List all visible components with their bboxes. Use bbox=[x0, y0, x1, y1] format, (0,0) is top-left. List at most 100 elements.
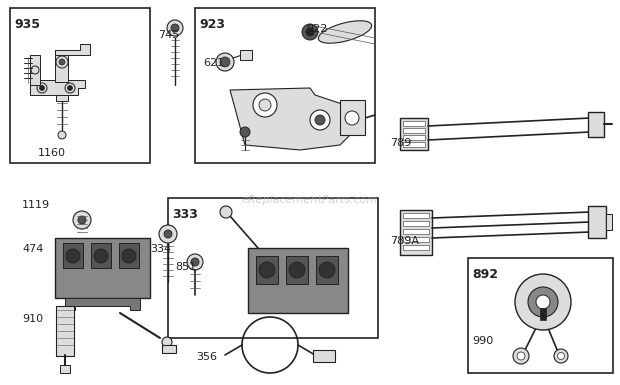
Circle shape bbox=[220, 206, 232, 218]
Bar bbox=[162, 345, 176, 353]
Circle shape bbox=[216, 53, 234, 71]
Text: 910: 910 bbox=[22, 314, 43, 324]
Circle shape bbox=[259, 99, 271, 111]
Circle shape bbox=[240, 127, 250, 137]
Bar bbox=[588, 206, 606, 238]
Circle shape bbox=[78, 216, 86, 224]
Circle shape bbox=[345, 111, 359, 125]
Circle shape bbox=[259, 262, 275, 278]
Circle shape bbox=[122, 249, 136, 263]
Bar bbox=[286, 256, 308, 284]
Polygon shape bbox=[230, 88, 360, 150]
Circle shape bbox=[315, 115, 325, 125]
Polygon shape bbox=[55, 44, 90, 55]
Circle shape bbox=[65, 83, 75, 93]
Bar bbox=[468, 258, 613, 373]
Text: 935: 935 bbox=[14, 18, 40, 31]
Bar bbox=[400, 210, 432, 255]
Circle shape bbox=[187, 254, 203, 270]
Polygon shape bbox=[65, 298, 140, 310]
Circle shape bbox=[289, 262, 305, 278]
Circle shape bbox=[302, 24, 318, 40]
Circle shape bbox=[164, 230, 172, 238]
Bar bbox=[256, 256, 278, 284]
Ellipse shape bbox=[318, 21, 371, 43]
Bar bbox=[403, 128, 425, 133]
Polygon shape bbox=[30, 55, 40, 85]
Text: 789A: 789A bbox=[390, 236, 419, 246]
Bar bbox=[403, 213, 429, 218]
Circle shape bbox=[162, 337, 172, 347]
Bar bbox=[403, 229, 429, 234]
Bar bbox=[248, 248, 348, 313]
Circle shape bbox=[310, 110, 330, 130]
Bar bbox=[588, 112, 604, 137]
Circle shape bbox=[517, 352, 525, 360]
Text: 851: 851 bbox=[175, 262, 196, 272]
Text: 1160: 1160 bbox=[38, 148, 66, 158]
Circle shape bbox=[31, 66, 39, 74]
Circle shape bbox=[73, 211, 91, 229]
Circle shape bbox=[557, 353, 564, 360]
Circle shape bbox=[167, 20, 183, 36]
Bar bbox=[400, 118, 428, 150]
Circle shape bbox=[253, 93, 277, 117]
Circle shape bbox=[37, 83, 47, 93]
Polygon shape bbox=[30, 80, 85, 95]
Circle shape bbox=[319, 262, 335, 278]
Bar bbox=[340, 100, 365, 135]
Text: 789: 789 bbox=[390, 138, 412, 148]
Text: 892: 892 bbox=[472, 268, 498, 281]
Bar bbox=[240, 50, 252, 60]
Bar bbox=[195, 8, 375, 163]
Circle shape bbox=[40, 85, 45, 90]
Text: 356: 356 bbox=[196, 352, 217, 362]
Text: 333: 333 bbox=[172, 208, 198, 221]
Circle shape bbox=[56, 56, 68, 68]
Circle shape bbox=[58, 131, 66, 139]
Text: 922: 922 bbox=[306, 24, 327, 34]
Bar bbox=[403, 221, 429, 226]
Bar bbox=[540, 308, 546, 320]
Text: 621: 621 bbox=[203, 58, 224, 68]
Bar bbox=[403, 142, 425, 147]
Bar bbox=[119, 243, 139, 268]
Bar bbox=[313, 350, 335, 362]
Circle shape bbox=[306, 28, 314, 36]
Bar bbox=[10, 8, 150, 163]
Bar bbox=[56, 95, 68, 101]
Bar bbox=[403, 121, 425, 126]
Circle shape bbox=[513, 348, 529, 364]
Text: 1119: 1119 bbox=[22, 200, 50, 210]
Circle shape bbox=[191, 258, 199, 266]
Circle shape bbox=[66, 249, 80, 263]
Circle shape bbox=[94, 249, 108, 263]
Circle shape bbox=[171, 24, 179, 32]
Text: 334: 334 bbox=[150, 244, 171, 254]
Circle shape bbox=[68, 85, 73, 90]
Bar bbox=[403, 135, 425, 140]
Text: eReplacementParts.com: eReplacementParts.com bbox=[242, 195, 378, 205]
Text: 745: 745 bbox=[158, 30, 179, 40]
Bar bbox=[606, 214, 612, 230]
Circle shape bbox=[220, 57, 230, 67]
Text: 990: 990 bbox=[472, 336, 494, 346]
Circle shape bbox=[159, 225, 177, 243]
Bar bbox=[403, 245, 429, 250]
Bar bbox=[403, 237, 429, 242]
Bar bbox=[55, 238, 150, 298]
Bar bbox=[91, 243, 111, 268]
Circle shape bbox=[528, 287, 558, 317]
Circle shape bbox=[59, 59, 65, 65]
Text: 474: 474 bbox=[22, 244, 43, 254]
Circle shape bbox=[515, 274, 571, 330]
Bar bbox=[168, 198, 378, 338]
Bar bbox=[63, 243, 83, 268]
Bar bbox=[60, 365, 70, 373]
Bar bbox=[316, 256, 338, 284]
Circle shape bbox=[536, 295, 550, 309]
Circle shape bbox=[554, 349, 568, 363]
Bar bbox=[56, 306, 74, 356]
Polygon shape bbox=[55, 50, 68, 82]
Text: 923: 923 bbox=[199, 18, 225, 31]
